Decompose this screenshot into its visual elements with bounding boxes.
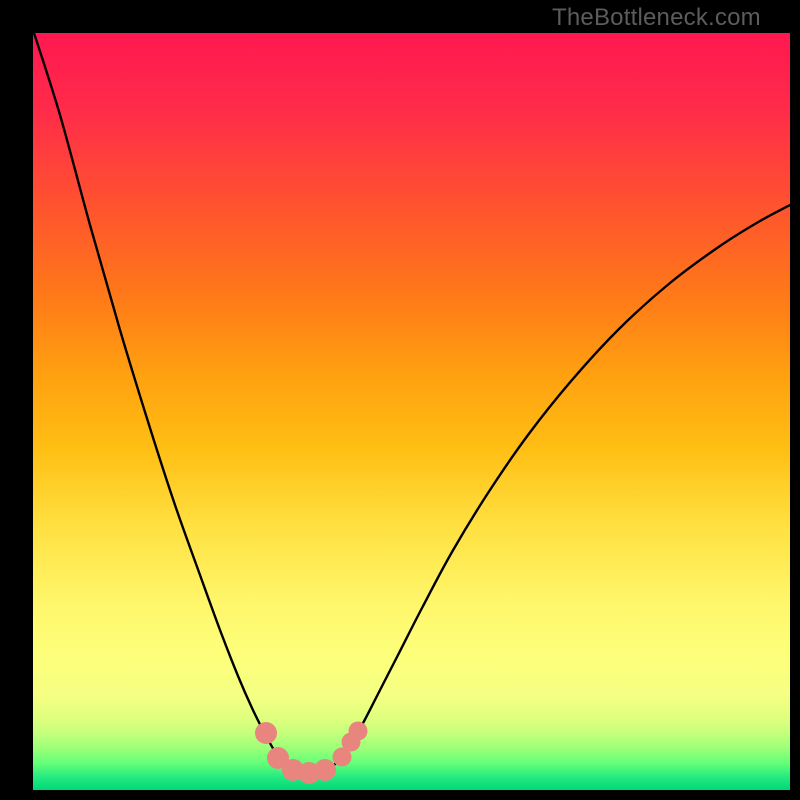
curve-marker [349,722,368,741]
curve-marker [314,759,336,781]
curve-marker [255,722,277,744]
bottleneck-curve [34,33,790,773]
chart-svg-layer [0,0,800,800]
